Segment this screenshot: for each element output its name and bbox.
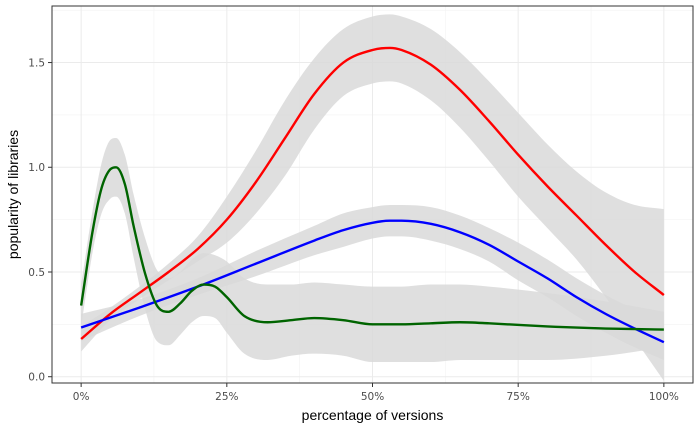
x-axis-title: percentage of versions (302, 407, 444, 423)
x-axis-tick-labels: 0% 25% 50% 75% 100% (73, 391, 679, 403)
y-tick-label: 0.0 (28, 372, 45, 384)
y-tick-label: 1.0 (28, 162, 45, 174)
x-tick-label: 75% (507, 391, 530, 403)
x-tick-label: 0% (73, 391, 90, 403)
confidence-bands (81, 14, 664, 381)
series-line-3 (79, 166, 664, 331)
confidence-band-3 (81, 137, 664, 363)
x-tick-label: 25% (215, 391, 238, 403)
y-axis-tick-labels: 0.0 0.5 1.0 1.5 (28, 57, 45, 383)
confidence-band-2 (81, 204, 664, 360)
series-lines (79, 46, 665, 344)
series-line-2 (80, 219, 665, 344)
x-tick-label: 100% (649, 391, 679, 403)
series-line-1 (80, 46, 665, 340)
x-tick-label: 50% (361, 391, 384, 403)
axis-ticks (48, 62, 665, 387)
y-axis-title: popularity of libraries (5, 130, 21, 259)
y-tick-label: 1.5 (28, 57, 45, 69)
y-tick-label: 0.5 (28, 267, 45, 279)
confidence-band-1 (81, 14, 664, 381)
